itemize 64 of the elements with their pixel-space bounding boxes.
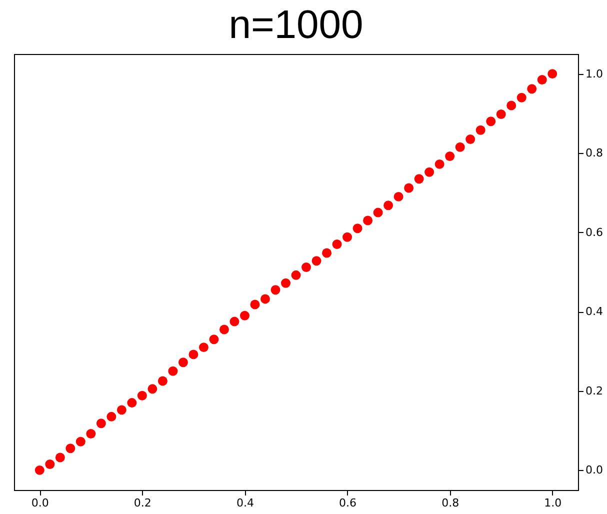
point [506, 100, 516, 110]
point [496, 110, 506, 119]
point [342, 232, 352, 242]
point [281, 278, 290, 288]
point [363, 216, 373, 226]
x-tick-label: 0.2 [134, 496, 152, 510]
point [434, 159, 444, 169]
point [424, 167, 434, 177]
point [188, 350, 198, 360]
point [384, 200, 394, 210]
y-tick-label: 0.8 [586, 146, 603, 160]
point [302, 262, 311, 272]
point [137, 390, 147, 400]
point [270, 285, 280, 295]
chart-title: n=1000 [228, 3, 364, 47]
point [260, 294, 270, 304]
x-tick-label: 0.8 [442, 496, 460, 510]
point [96, 418, 106, 428]
point [198, 342, 208, 352]
point [106, 412, 116, 422]
point [516, 92, 526, 102]
point [209, 334, 219, 344]
point [240, 310, 250, 320]
point [116, 405, 126, 415]
point [527, 84, 537, 94]
point [158, 376, 168, 386]
point [291, 270, 301, 280]
point [414, 174, 424, 184]
point [332, 240, 342, 249]
y-tick-label: 0.0 [586, 464, 603, 477]
point [219, 324, 229, 334]
point [373, 208, 383, 218]
point [34, 465, 44, 475]
y-tick-label: 0.4 [586, 305, 603, 318]
point [537, 75, 547, 84]
x-tick-label: 0.6 [339, 496, 357, 510]
point [86, 428, 96, 438]
point [466, 134, 476, 144]
point [404, 183, 414, 193]
point [394, 192, 404, 202]
point [168, 366, 178, 376]
point [250, 300, 260, 310]
point [76, 436, 86, 446]
x-tick-label: 1.0 [544, 496, 562, 510]
point [66, 444, 76, 454]
point [548, 69, 558, 79]
point [486, 116, 496, 126]
point [312, 256, 322, 266]
point [127, 398, 137, 408]
point [352, 224, 362, 234]
point [455, 142, 465, 152]
point [148, 384, 158, 394]
point [230, 316, 240, 326]
point [55, 452, 65, 462]
point [476, 125, 486, 135]
point [322, 248, 332, 258]
point [45, 460, 55, 469]
point [445, 152, 455, 161]
x-tick-label: 0.0 [31, 496, 49, 510]
y-tick-label: 1.0 [586, 67, 603, 80]
y-tick-label: 0.6 [586, 226, 603, 239]
point [178, 358, 188, 368]
x-tick-label: 0.4 [236, 496, 254, 510]
y-tick-label: 0.2 [586, 384, 603, 398]
